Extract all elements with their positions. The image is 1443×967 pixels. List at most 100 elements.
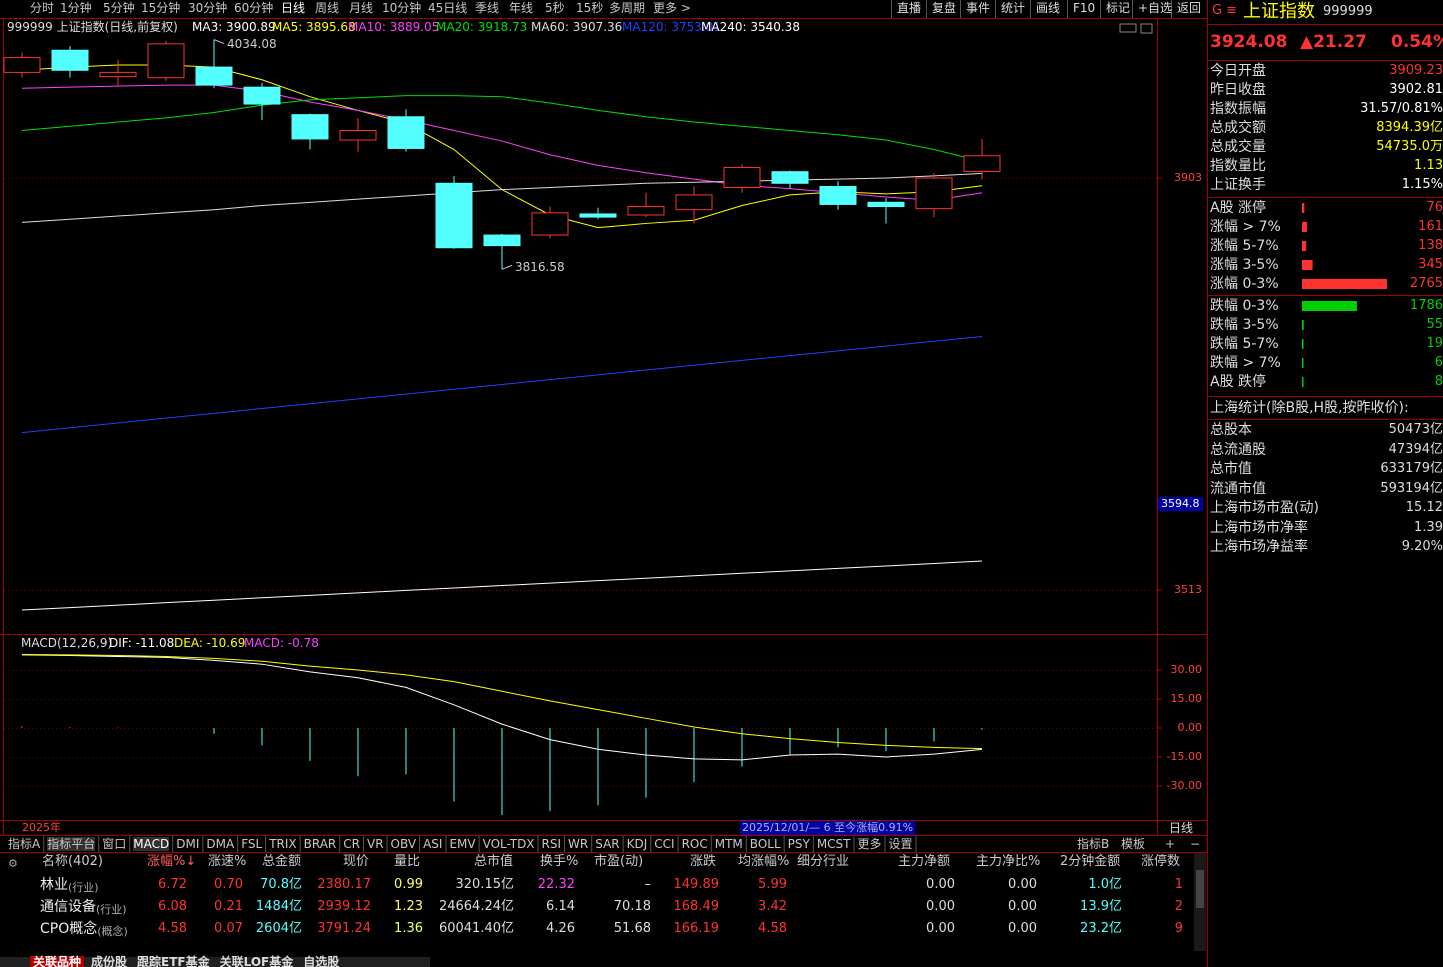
indicator-tab[interactable]: 指标平台 [47, 837, 96, 851]
indicator-tab[interactable]: MCST [816, 837, 851, 851]
column-header[interactable]: 名称(402) [42, 854, 103, 869]
ma-legend: MA3: 3900.89 [192, 20, 276, 34]
column-header[interactable]: 涨跌 [690, 854, 717, 869]
indicator-tab[interactable]: EMV [449, 837, 476, 851]
column-header[interactable]: 主力净比% [976, 854, 1041, 869]
period-tab[interactable]: 多周期 [609, 1, 646, 15]
toolbar-button[interactable]: 直播 [897, 1, 922, 15]
ma-legend: MA5: 3895.68 [272, 20, 356, 34]
bottom-tab[interactable]: 关联LOF基金 [219, 955, 294, 967]
indicator-tab[interactable]: OBV [390, 837, 417, 851]
indicator-tab[interactable]: CCI [654, 837, 675, 851]
toolbar-button[interactable]: 统计 [1001, 1, 1026, 15]
period-tab[interactable]: 5秒 [545, 1, 565, 15]
column-header[interactable]: 总市值 [474, 854, 514, 869]
indicator-tab[interactable]: RSI [541, 837, 562, 851]
toolbar-button[interactable]: F10 [1073, 1, 1096, 15]
indicator-tab[interactable]: VOL-TDX [482, 837, 535, 851]
column-header[interactable]: 2分钟金额 [1060, 854, 1121, 869]
column-header[interactable]: 主力净额 [898, 854, 951, 869]
period-tab[interactable]: 5分钟 [103, 1, 135, 15]
indicator-tab[interactable]: VR [366, 837, 384, 851]
indicator-tab[interactable]: 指标A [8, 837, 41, 851]
period-tab[interactable]: 15分钟 [141, 1, 181, 15]
column-header[interactable]: 涨幅%↓ [147, 854, 197, 869]
period-tab[interactable]: 周线 [315, 1, 340, 15]
toolbar-button[interactable]: 标记 [1106, 1, 1131, 15]
row-name[interactable]: CPO概念 [40, 921, 98, 937]
column-header[interactable]: 量比 [394, 854, 421, 869]
period-tab[interactable]: 月线 [349, 1, 374, 15]
stat-label: 上海市场市盈(动) [1210, 500, 1319, 516]
indicator-tab[interactable]: 指标B [1077, 837, 1110, 851]
period-tab[interactable]: 15秒 [576, 1, 604, 15]
indicator-tab[interactable]: 模板 [1121, 837, 1146, 851]
stat-value: 593194亿 [1380, 480, 1443, 496]
table-cell: 2 [1174, 899, 1183, 914]
indicator-tab[interactable]: 窗口 [102, 837, 127, 851]
menu-icon[interactable]: ≡ [1226, 3, 1237, 18]
period-tab[interactable]: 30分钟 [188, 1, 228, 15]
row-name[interactable]: 通信设备 [40, 899, 96, 915]
indicator-tab[interactable]: − [1190, 837, 1201, 851]
period-tab[interactable]: 60分钟 [234, 1, 274, 15]
column-header[interactable]: 细分行业 [797, 854, 850, 869]
indicator-tab[interactable]: TRIX [269, 837, 297, 851]
field-value: 54735.0万 [1376, 139, 1443, 154]
indicator-tab[interactable]: MTM [714, 837, 743, 851]
period-tab[interactable]: 10分钟 [382, 1, 422, 15]
table-cell: 149.89 [673, 877, 720, 892]
scroll-thumb[interactable] [1196, 870, 1204, 908]
indicator-tab[interactable]: PSY [787, 837, 810, 851]
period-tab[interactable]: 日线 [281, 1, 306, 15]
toolbar-button[interactable]: 事件 [966, 1, 991, 15]
column-header[interactable]: 总金额 [262, 854, 302, 869]
indicator-tab[interactable]: ROC [681, 837, 708, 851]
bottom-tab[interactable]: 关联品种 [30, 956, 85, 967]
toolbar-button[interactable]: 返回 [1177, 1, 1202, 15]
indicator-tab[interactable]: + [1165, 837, 1176, 851]
stat-value: 47394亿 [1388, 441, 1443, 457]
indicator-tab[interactable]: DMI [176, 837, 200, 851]
indicator-tab[interactable]: 更多 [857, 837, 882, 851]
period-tab[interactable]: 年线 [509, 1, 534, 15]
indicator-tab[interactable]: WR [568, 837, 589, 851]
period-tab[interactable]: 45日线 [428, 1, 468, 15]
table-cell: 1.23 [394, 899, 423, 914]
indicator-tab[interactable]: SAR [595, 837, 620, 851]
toolbar-button[interactable]: +自选 [1138, 1, 1173, 15]
column-header[interactable]: 换手% [540, 854, 579, 869]
indicator-tab[interactable]: BRAR [303, 837, 337, 851]
column-header[interactable]: 均涨幅% [738, 854, 790, 869]
bottom-tab[interactable]: 跟踪ETF基金 [137, 955, 210, 967]
indicator-tab[interactable]: FSL [241, 837, 263, 851]
column-header[interactable]: 市盈(动) [594, 854, 644, 869]
toolbar-button[interactable]: 复盘 [932, 1, 957, 15]
column-header[interactable]: 涨速% [208, 854, 247, 869]
y-tick-label: 3594.8 [1158, 496, 1203, 511]
indicator-tab[interactable]: ASI [423, 837, 443, 851]
ma-line [21, 172, 983, 223]
bottom-tab[interactable]: 成份股 [91, 955, 128, 967]
window-icon[interactable] [1140, 23, 1153, 34]
indicator-tab[interactable]: BOLL [749, 837, 781, 851]
column-header[interactable]: 涨停数 [1141, 854, 1181, 869]
period-tab[interactable]: 更多 > [653, 1, 691, 15]
row-name[interactable]: 林业 [40, 877, 68, 893]
indicator-tab[interactable]: KDJ [626, 837, 648, 851]
period-tab[interactable]: 1分钟 [60, 1, 92, 15]
indicator-tab[interactable]: CR [343, 837, 360, 851]
low-annotation: 3816.58 [515, 260, 565, 275]
indicator-tab[interactable]: MACD [133, 837, 170, 851]
bottom-tab[interactable]: 自选股 [303, 955, 340, 967]
window-icon[interactable] [1119, 23, 1137, 33]
period-tab[interactable]: 分时 [30, 1, 55, 15]
period-tab[interactable]: 季线 [475, 1, 500, 15]
indicator-tab[interactable]: 设置 [888, 837, 913, 851]
toolbar-button[interactable]: 画线 [1036, 1, 1061, 15]
column-header[interactable]: 现价 [343, 854, 370, 869]
indicator-tab[interactable]: DMA [206, 837, 235, 851]
field-label: 总成交量 [1210, 139, 1266, 155]
chart-title: 999999 上证指数(日线,前复权) [7, 20, 178, 34]
